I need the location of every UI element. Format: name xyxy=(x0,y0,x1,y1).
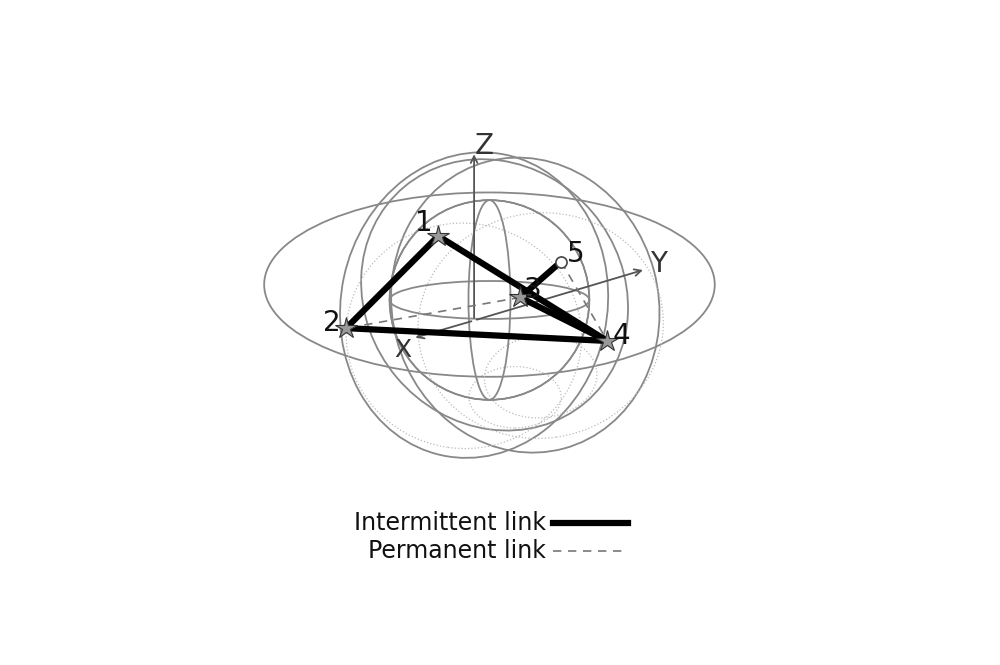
Text: 3: 3 xyxy=(524,276,542,304)
Text: Z: Z xyxy=(475,132,494,160)
Text: Permanent link: Permanent link xyxy=(368,539,546,563)
Text: Y: Y xyxy=(650,250,667,278)
Text: 5: 5 xyxy=(567,240,584,268)
Text: 2: 2 xyxy=(323,309,341,337)
Text: 1: 1 xyxy=(415,209,433,237)
Text: Intermittent link: Intermittent link xyxy=(354,511,546,535)
Text: 4: 4 xyxy=(613,322,630,350)
Text: X: X xyxy=(394,338,411,362)
